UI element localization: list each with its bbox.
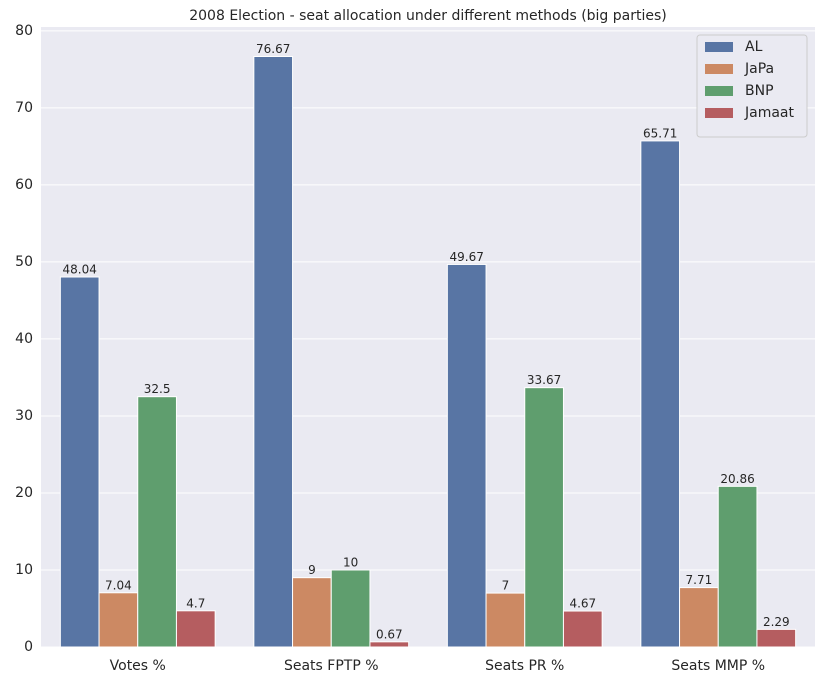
legend-label: BNP: [745, 83, 774, 99]
value-label: 4.7: [186, 596, 205, 610]
value-label: 9: [308, 563, 316, 577]
legend-label: JaPa: [744, 61, 774, 77]
legend-label: AL: [745, 39, 763, 55]
value-label: 48.04: [63, 263, 97, 277]
y-tick-label: 10: [15, 562, 33, 578]
value-label: 65.71: [643, 126, 677, 140]
x-tick-label: Votes %: [110, 658, 166, 674]
bar: [330, 569, 371, 648]
bar: [679, 587, 719, 648]
y-tick-label: 20: [15, 485, 33, 501]
bar: [524, 387, 564, 648]
y-tick-label: 0: [24, 639, 33, 655]
value-label: 7.04: [105, 578, 132, 592]
bar: [98, 592, 139, 648]
bar: [137, 396, 177, 648]
value-label: 33.67: [527, 373, 561, 387]
y-tick-label: 40: [15, 331, 33, 347]
bar: [562, 610, 603, 648]
legend-swatch: [705, 108, 733, 118]
bar: [369, 641, 410, 648]
value-label: 76.67: [256, 42, 290, 56]
legend-swatch: [705, 42, 733, 52]
legend-swatch: [705, 86, 733, 96]
y-tick-label: 30: [15, 408, 33, 424]
x-tick-label: Seats FPTP %: [284, 658, 379, 674]
value-label: 7.71: [686, 573, 713, 587]
bar: [292, 577, 332, 648]
value-label: 4.67: [569, 597, 596, 611]
bar: [175, 610, 216, 648]
y-tick-label: 70: [15, 100, 33, 116]
value-label: 7: [502, 579, 510, 593]
bar: [640, 140, 681, 648]
y-tick-label: 80: [15, 23, 33, 39]
y-tick-label: 50: [15, 254, 33, 270]
chart-title: 2008 Election - seat allocation under di…: [189, 8, 667, 24]
bar: [446, 263, 487, 648]
y-tick-label: 60: [15, 177, 33, 193]
x-tick-label: Seats PR %: [485, 658, 564, 674]
bar: [717, 485, 758, 648]
value-label: 10: [343, 555, 358, 569]
value-label: 0.67: [376, 627, 403, 641]
legend-label: Jamaat: [744, 105, 795, 121]
value-label: 20.86: [720, 472, 754, 486]
bar: [59, 276, 100, 648]
legend-swatch: [705, 64, 733, 74]
bar: [253, 55, 294, 648]
x-tick-label: Seats MMP %: [671, 658, 765, 674]
bar: [756, 628, 797, 648]
value-label: 32.5: [144, 382, 171, 396]
bar: [485, 592, 526, 648]
value-label: 2.29: [763, 615, 790, 629]
value-label: 49.67: [450, 250, 484, 264]
